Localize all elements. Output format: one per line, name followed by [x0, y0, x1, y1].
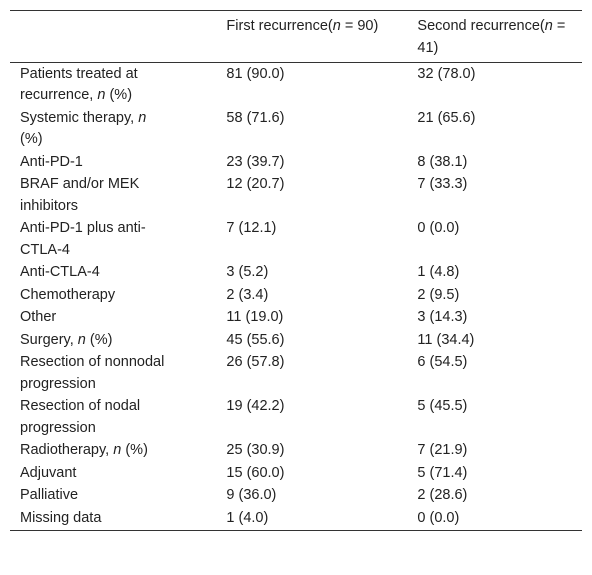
- table-row: Chemotherapy 2 (3.4) 2 (9.5): [10, 284, 582, 307]
- text: BRAF and/or MEK inhibitors: [20, 176, 140, 214]
- italic-text: n: [544, 18, 553, 34]
- text: Chemotherapy: [20, 286, 116, 303]
- text: Resection of nonnodal progression: [20, 354, 165, 392]
- row-label: Resection of nonnodal progression: [10, 352, 216, 396]
- table-row: Radiotherapy, n (%) 25 (30.9) 7 (21.9): [10, 440, 582, 463]
- text: (%): [85, 331, 113, 348]
- table-row: Palliative 9 (36.0) 2 (28.6): [10, 485, 582, 508]
- text: Adjuvant: [20, 464, 77, 481]
- italic-text: n: [138, 109, 147, 126]
- text: Second recurrence(: [417, 18, 545, 34]
- cell-value: 7 (33.3): [417, 176, 468, 192]
- text: (%): [121, 442, 148, 458]
- table-row: Patients treated at recurrence, n (%) 81 …: [10, 63, 582, 108]
- table-row: BRAF and/or MEK inhibitors 12 (20.7) 7 (33…: [10, 174, 582, 218]
- cell-value: 0 (0.0): [417, 509, 460, 526]
- cell-value: 19 (42.2): [226, 398, 285, 414]
- text: Anti-PD-1: [20, 153, 83, 170]
- cell-value: 8 (38.1): [417, 153, 468, 170]
- text: = 90): [340, 18, 379, 34]
- row-label: BRAF and/or MEK inhibitors: [10, 174, 216, 218]
- row-label: Patients treated at recurrence, n (%): [10, 63, 216, 108]
- text: Surgery,: [20, 331, 78, 348]
- table-row: Surgery, n (%) 45 (55.6) 11 (34.4): [10, 329, 582, 352]
- row-label: Palliative: [10, 485, 216, 508]
- cell-value: 11 (19.0): [226, 309, 284, 325]
- italic-text: n: [97, 87, 106, 103]
- italic-text: n: [332, 18, 341, 34]
- row-label: Anti-PD-1 plus anti-CTLA-4: [10, 218, 216, 262]
- text: = 41): [417, 18, 566, 56]
- cell-value: 26 (57.8): [226, 354, 285, 370]
- row-label: Systemic therapy, n (%): [10, 107, 216, 151]
- row-label: Anti-PD-1: [10, 151, 216, 174]
- cell-value: 3 (14.3): [417, 309, 468, 325]
- cell-value: 23 (39.7): [226, 153, 285, 170]
- row-label: Chemotherapy: [10, 284, 216, 307]
- cell-value: 15 (60.0): [226, 464, 285, 481]
- italic-text: n: [113, 442, 122, 458]
- cell-value: 11 (34.4): [417, 331, 475, 348]
- row-label: Other: [10, 307, 216, 330]
- cell-value: 2 (3.4): [226, 286, 269, 303]
- cell-value: 5 (45.5): [417, 398, 468, 414]
- header-row: First recurrence(n = 90) Second recurrenc…: [10, 10, 582, 63]
- table-row: Resection of nonnodal progression 26 (57.…: [10, 352, 582, 396]
- cell-value: 21 (65.6): [417, 109, 476, 126]
- column-header: First recurrence(n = 90): [216, 11, 407, 63]
- table-row: Adjuvant 15 (60.0) 5 (71.4): [10, 462, 582, 485]
- cell-value: 2 (9.5): [417, 286, 460, 303]
- cell-value: 6 (54.5): [417, 354, 468, 370]
- text: Missing data: [20, 509, 102, 526]
- table-row: Missing data 1 (4.0) 0 (0.0): [10, 507, 582, 530]
- row-label: Missing data: [10, 507, 216, 530]
- cell-value: 7 (12.1): [226, 220, 277, 236]
- cell-value: 1 (4.8): [417, 264, 460, 280]
- table-body: Patients treated at recurrence, n (%) 81 …: [10, 63, 582, 530]
- table-row: Anti-CTLA-4 3 (5.2) 1 (4.8): [10, 262, 582, 285]
- cell-value: 3 (5.2): [226, 264, 269, 280]
- text: Patients treated at recurrence,: [20, 65, 138, 104]
- text: Systemic therapy,: [20, 109, 139, 126]
- cell-value: 7 (21.9): [417, 442, 468, 458]
- header-empty: [10, 11, 216, 63]
- table-row: Resection of nodal progression 19 (42.2) 5…: [10, 396, 582, 440]
- recurrence-table: First recurrence(n = 90) Second recurrenc…: [10, 10, 582, 531]
- row-label: Resection of nodal progression: [10, 396, 216, 440]
- cell-value: 0 (0.0): [417, 220, 460, 236]
- row-label: Radiotherapy, n (%): [10, 440, 216, 463]
- cell-value: 32 (78.0): [417, 65, 476, 82]
- row-label: Surgery, n (%): [10, 329, 216, 352]
- cell-value: 25 (30.9): [226, 442, 285, 458]
- text: Other: [20, 309, 57, 325]
- text: Anti-PD-1 plus anti-CTLA-4: [20, 220, 146, 258]
- text: First recurrence(: [226, 18, 333, 34]
- row-label: Anti-CTLA-4: [10, 262, 216, 285]
- table-row: Anti-PD-1 plus anti-CTLA-4 7 (12.1) 0 (0.0…: [10, 218, 582, 262]
- cell-value: 2 (28.6): [417, 487, 468, 503]
- cell-value: 1 (4.0): [226, 509, 269, 526]
- table-row: Systemic therapy, n (%) 58 (71.6) 21 (65.6…: [10, 107, 582, 151]
- cell-value: 9 (36.0): [226, 487, 277, 503]
- cell-value: 58 (71.6): [226, 109, 285, 126]
- cell-value: 5 (71.4): [417, 464, 468, 481]
- italic-text: n: [77, 331, 86, 348]
- table-row: Other 11 (19.0) 3 (14.3): [10, 307, 582, 330]
- text: Palliative: [20, 487, 79, 503]
- table-row: Anti-PD-1 23 (39.7) 8 (38.1): [10, 151, 582, 174]
- cell-value: 12 (20.7): [226, 176, 285, 192]
- text: Radiotherapy,: [20, 442, 114, 458]
- cell-value: 81 (90.0): [226, 65, 285, 82]
- row-label: Adjuvant: [10, 462, 216, 485]
- column-header: Second recurrence(n = 41): [407, 11, 582, 63]
- text: (%): [105, 87, 133, 103]
- text: (%): [20, 131, 43, 147]
- cell-value: 45 (55.6): [226, 331, 285, 348]
- text: Resection of nodal progression: [20, 398, 141, 436]
- text: Anti-CTLA-4: [20, 264, 100, 280]
